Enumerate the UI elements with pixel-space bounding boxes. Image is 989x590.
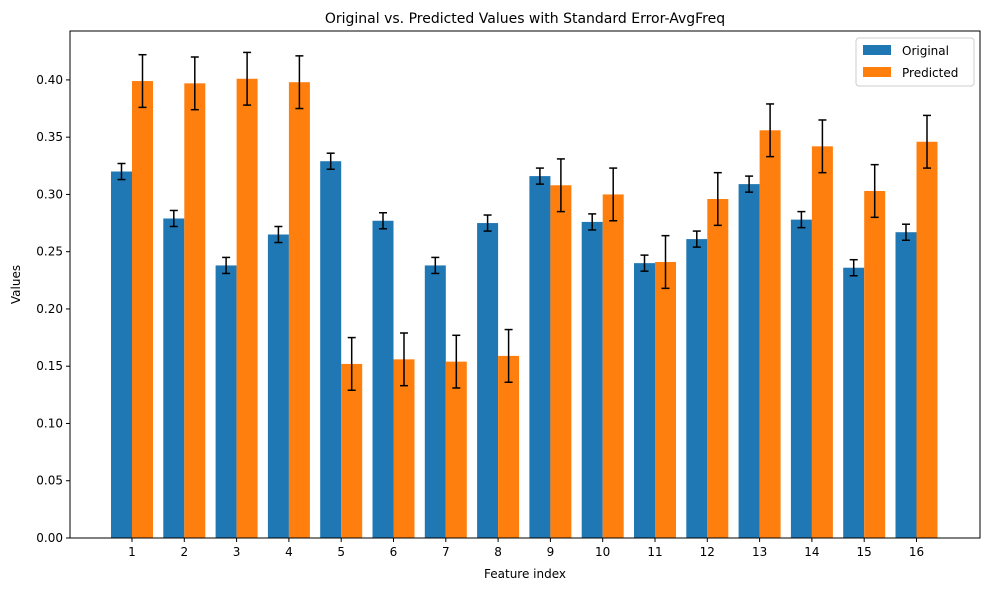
x-tick-label: 6: [390, 545, 398, 559]
x-tick-label: 11: [647, 545, 662, 559]
x-tick-label: 1: [128, 545, 136, 559]
bar-original: [843, 267, 865, 538]
bar-original: [424, 265, 446, 538]
x-tick-label: 9: [547, 545, 555, 559]
bar-original: [372, 220, 394, 539]
y-tick-label: 0.40: [36, 73, 63, 87]
bar-predicted: [550, 185, 572, 538]
legend-swatch-predicted: [863, 67, 891, 77]
x-tick-label: 14: [804, 545, 819, 559]
bar-predicted: [811, 146, 833, 539]
y-tick-label: 0.20: [36, 302, 63, 316]
bar-predicted: [445, 361, 467, 538]
legend-label-original: Original: [902, 44, 949, 58]
legend-swatch-original: [863, 45, 891, 55]
x-tick-label: 5: [337, 545, 345, 559]
x-tick-label: 12: [700, 545, 715, 559]
y-tick-label: 0.05: [36, 474, 63, 488]
bar-original: [477, 223, 499, 538]
x-tick-label: 3: [233, 545, 241, 559]
y-tick-label: 0.30: [36, 187, 63, 201]
x-tick-label: 8: [494, 545, 502, 559]
x-tick-label: 2: [180, 545, 188, 559]
bar-predicted: [602, 194, 624, 539]
bar-original: [790, 219, 812, 538]
bar-predicted: [707, 199, 729, 539]
y-axis-title: Values: [9, 265, 23, 304]
bar-predicted: [759, 130, 781, 538]
chart-title: Original vs. Predicted Values with Stand…: [325, 11, 725, 27]
y-tick-label: 0.35: [36, 130, 63, 144]
bar-predicted: [393, 359, 415, 538]
plot-area: 0.000.050.100.150.200.250.300.350.401 2 3 4…: [36, 51, 938, 559]
bar-original: [215, 265, 237, 538]
bar-predicted: [498, 355, 520, 538]
bar-predicted: [864, 190, 886, 539]
y-tick-label: 0.00: [36, 531, 63, 545]
x-tick-label: 15: [857, 545, 872, 559]
bar-original: [738, 184, 760, 538]
y-tick-label: 0.25: [36, 245, 63, 259]
legend: Original Predicted: [855, 37, 975, 87]
x-tick-label: 7: [442, 545, 450, 559]
bar-original: [686, 239, 708, 538]
x-tick-label: 13: [752, 545, 767, 559]
legend-label-predicted: Predicted: [902, 66, 958, 80]
bar-predicted: [916, 141, 938, 539]
x-tick-label: 16: [909, 545, 924, 559]
bar-predicted: [341, 363, 363, 538]
bar-original: [529, 176, 551, 539]
axes-frame: [69, 30, 981, 539]
bar-original: [581, 221, 603, 538]
y-tick-label: 0.15: [36, 359, 63, 373]
bar-original: [111, 171, 132, 538]
bar-predicted: [655, 261, 676, 538]
x-axis-title: Feature index: [484, 567, 566, 581]
bar-original: [320, 161, 342, 539]
bar-original: [895, 232, 917, 539]
bar-predicted: [236, 78, 258, 539]
bar-predicted: [132, 81, 153, 538]
x-tick-label: 10: [595, 545, 610, 559]
bar-original: [634, 263, 655, 538]
x-tick-label: 4: [285, 545, 293, 559]
bar-predicted: [184, 83, 206, 538]
bar-original: [163, 218, 185, 538]
bar-original: [267, 234, 289, 538]
y-tick-label: 0.10: [36, 416, 63, 430]
bar-predicted: [288, 82, 310, 539]
